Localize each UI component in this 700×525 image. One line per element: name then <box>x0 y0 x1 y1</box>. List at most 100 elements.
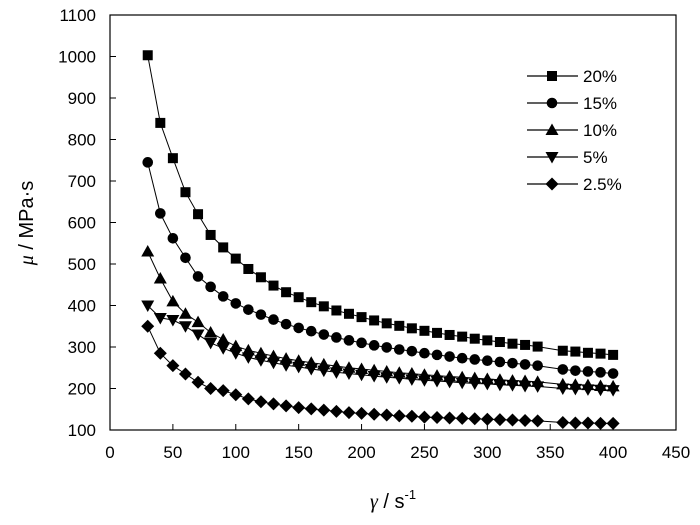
y-axis-title: μ / MPa·s <box>16 181 38 267</box>
x-axis-unit: / s <box>378 491 405 513</box>
data-point <box>292 361 306 374</box>
data-point <box>280 318 292 330</box>
data-point <box>443 411 457 425</box>
data-point <box>292 401 306 415</box>
data-point <box>430 376 444 388</box>
data-point <box>608 349 619 360</box>
data-point <box>267 357 281 370</box>
data-point <box>557 364 569 375</box>
data-point <box>505 380 519 392</box>
data-point <box>468 412 482 426</box>
series-2 <box>141 245 620 392</box>
legend-label: 20% <box>583 67 617 86</box>
data-point <box>306 297 317 308</box>
y-tick-label: 400 <box>68 297 96 316</box>
data-point <box>216 384 230 398</box>
data-point <box>193 209 204 220</box>
series-layer <box>141 50 620 430</box>
data-point <box>444 351 455 362</box>
y-axis: 100 200 300 400 500 600 700 800 900 1000 1100 <box>58 6 116 440</box>
data-point <box>178 321 192 333</box>
data-point <box>531 414 545 428</box>
y-tick-label: 300 <box>68 338 96 357</box>
data-point <box>457 331 468 342</box>
data-point <box>582 366 594 377</box>
legend-marker <box>545 123 559 135</box>
data-point <box>355 406 369 420</box>
data-point <box>482 355 493 366</box>
x-tick-label: 250 <box>410 443 438 462</box>
data-point <box>241 352 255 364</box>
data-point <box>279 360 293 372</box>
data-point <box>570 346 581 357</box>
data-point <box>229 388 243 402</box>
data-point <box>166 359 180 373</box>
data-point <box>243 263 254 274</box>
legend-marker <box>546 97 558 109</box>
data-point <box>229 348 243 360</box>
data-point <box>241 392 255 406</box>
data-point <box>430 411 444 425</box>
series-0 <box>142 50 619 360</box>
data-point <box>218 242 229 253</box>
data-point <box>356 312 367 323</box>
x-tick-label: 150 <box>284 443 312 462</box>
data-point <box>279 399 293 413</box>
data-point <box>406 323 417 334</box>
x-tick-label: 400 <box>599 443 627 462</box>
data-point <box>455 377 469 390</box>
data-point <box>180 187 191 198</box>
data-point <box>293 322 304 334</box>
data-point <box>518 413 532 427</box>
data-point <box>192 271 204 282</box>
data-point <box>191 315 205 328</box>
data-point <box>255 309 267 320</box>
legend-item: 2.5% <box>527 175 622 194</box>
data-point <box>556 383 570 395</box>
x-tick-label: 200 <box>347 443 375 462</box>
data-point <box>443 376 457 389</box>
data-point <box>342 406 356 420</box>
data-point <box>556 416 570 430</box>
legend-marker <box>547 71 557 81</box>
data-point <box>381 342 393 353</box>
legend-marker <box>545 177 559 191</box>
data-point <box>394 320 405 331</box>
data-point <box>417 375 431 387</box>
legend-label: 15% <box>583 94 617 113</box>
series-4 <box>141 319 620 430</box>
data-point <box>595 348 606 359</box>
data-point <box>141 300 155 312</box>
data-point <box>317 403 331 417</box>
y-axis-unit: / MPa·s <box>16 181 38 255</box>
data-point <box>305 325 317 337</box>
data-point <box>482 335 493 346</box>
data-point <box>281 287 292 298</box>
data-point <box>318 329 330 340</box>
data-point <box>167 153 178 164</box>
data-point <box>419 325 430 336</box>
x-tick-label: 100 <box>222 443 250 462</box>
data-point <box>581 384 595 396</box>
data-point <box>217 291 229 302</box>
data-point <box>369 315 380 326</box>
x-axis-exponent: -1 <box>405 487 417 502</box>
series-line <box>147 55 614 356</box>
data-point <box>166 315 180 327</box>
legend: 20% 15% 10% 5% 2.5% <box>527 67 622 194</box>
series-3 <box>141 300 620 397</box>
data-point <box>166 294 180 307</box>
data-point <box>444 329 455 340</box>
legend-item: 10% <box>527 121 617 140</box>
data-point <box>216 343 230 355</box>
data-point <box>606 385 620 397</box>
data-point <box>595 367 606 378</box>
data-point <box>155 208 166 219</box>
data-point <box>204 337 218 350</box>
data-point <box>469 333 480 344</box>
data-point <box>268 314 279 325</box>
data-point <box>205 229 216 240</box>
data-point <box>141 245 155 257</box>
data-point <box>594 416 608 430</box>
y-tick-label: 700 <box>68 172 96 191</box>
